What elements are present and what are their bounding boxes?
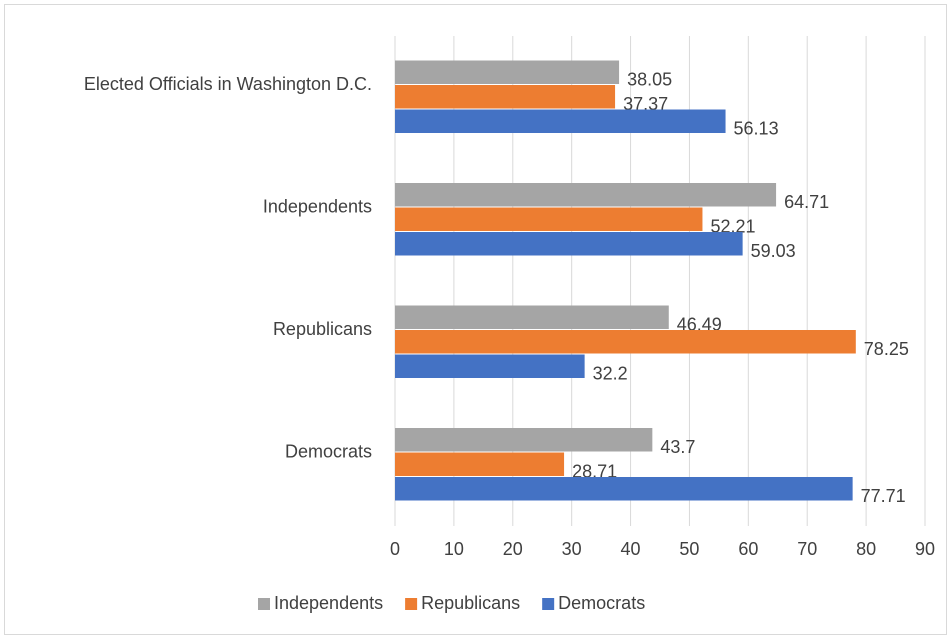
- data-label: 59.03: [751, 241, 796, 261]
- x-tick-label: 60: [738, 539, 758, 559]
- bar: [395, 452, 565, 476]
- data-label: 32.2: [593, 364, 628, 384]
- x-tick-label: 0: [390, 539, 400, 559]
- bar: [395, 60, 620, 84]
- x-tick-label: 20: [503, 539, 523, 559]
- bar: [395, 85, 616, 109]
- legend-swatch: [258, 598, 270, 610]
- bar: [395, 109, 726, 133]
- y-tick-label: Republicans: [273, 319, 372, 339]
- data-label: 56.13: [734, 119, 779, 139]
- legend-swatch: [405, 598, 418, 610]
- x-tick-label: 90: [915, 539, 935, 559]
- x-tick-label: 30: [562, 539, 582, 559]
- data-label: 43.7: [660, 437, 695, 457]
- x-tick-label: 70: [797, 539, 817, 559]
- x-tick-label: 10: [444, 539, 464, 559]
- data-label: 78.25: [864, 339, 909, 359]
- bar: [395, 183, 777, 207]
- y-tick-label: Independents: [263, 197, 372, 217]
- data-label: 52.21: [710, 217, 755, 237]
- y-tick-label: Elected Officials in Washington D.C.: [84, 74, 372, 94]
- data-label: 46.49: [677, 315, 722, 335]
- legend-label: Democrats: [558, 593, 645, 613]
- bar: [395, 477, 853, 501]
- bar: [395, 232, 743, 256]
- legend-swatch: [542, 598, 555, 610]
- x-tick-label: 50: [679, 539, 699, 559]
- legend-label: Republicans: [421, 593, 520, 613]
- data-label: 64.71: [784, 192, 829, 212]
- bar: [395, 207, 703, 231]
- y-tick-label: Democrats: [285, 442, 372, 462]
- data-label: 28.71: [572, 462, 617, 482]
- bar: [395, 354, 585, 378]
- bar: [395, 305, 669, 329]
- legend-label: Independents: [274, 593, 383, 613]
- x-tick-label: 80: [856, 539, 876, 559]
- x-tick-label: 40: [621, 539, 641, 559]
- bar: [395, 428, 653, 452]
- data-label: 77.71: [861, 486, 906, 506]
- data-label: 37.37: [623, 94, 668, 114]
- data-label: 38.05: [627, 70, 672, 90]
- bar: [395, 330, 856, 354]
